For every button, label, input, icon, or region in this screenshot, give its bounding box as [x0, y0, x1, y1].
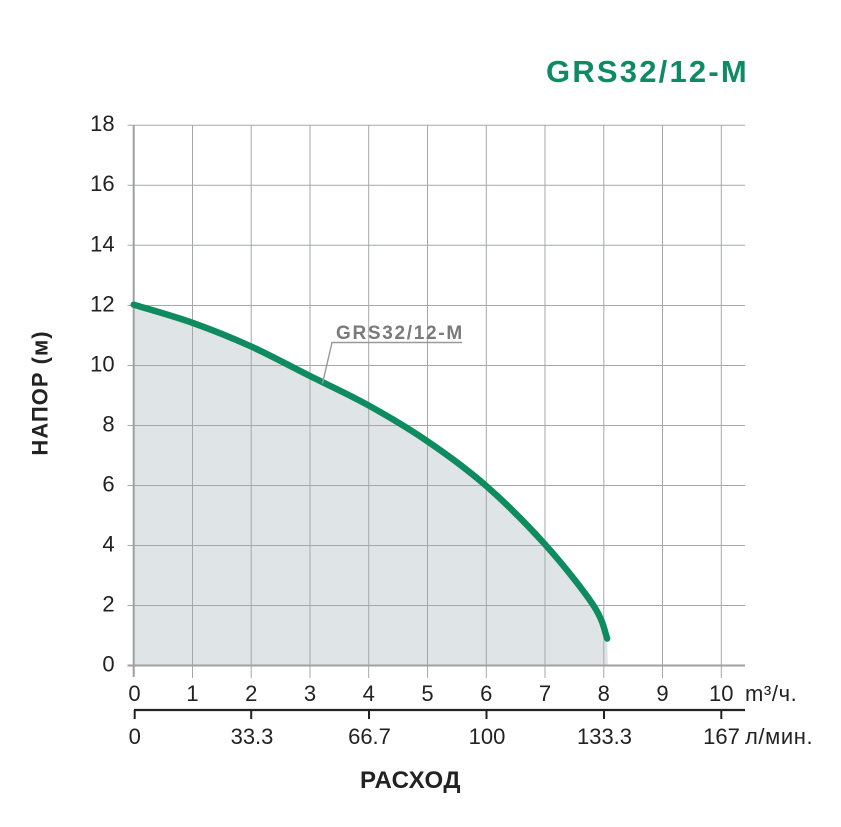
svg-text:GRS32/12-M: GRS32/12-M [336, 323, 464, 344]
svg-text:133.3: 133.3 [577, 724, 632, 749]
svg-text:2: 2 [245, 681, 257, 706]
svg-text:18: 18 [90, 111, 114, 136]
svg-text:66.7: 66.7 [348, 724, 391, 749]
svg-text:33.3: 33.3 [231, 724, 274, 749]
svg-text:0: 0 [129, 724, 141, 749]
svg-text:РАСХОД: РАСХОД [360, 767, 461, 794]
svg-text:m³/ч.: m³/ч. [745, 681, 797, 706]
svg-text:5: 5 [421, 681, 433, 706]
svg-text:10: 10 [709, 681, 733, 706]
svg-text:1: 1 [186, 681, 198, 706]
svg-text:7: 7 [539, 681, 551, 706]
svg-text:2: 2 [102, 592, 114, 617]
svg-text:4: 4 [102, 532, 114, 557]
svg-text:8: 8 [598, 681, 610, 706]
svg-text:6: 6 [102, 472, 114, 497]
svg-text:10: 10 [90, 352, 114, 377]
svg-text:НАПОР (м): НАПОР (м) [28, 330, 53, 455]
svg-text:6: 6 [480, 681, 492, 706]
svg-text:л/мин.: л/мин. [745, 724, 813, 749]
svg-text:9: 9 [656, 681, 668, 706]
svg-text:14: 14 [90, 231, 114, 256]
svg-text:167: 167 [703, 724, 740, 749]
svg-text:0: 0 [128, 681, 140, 706]
svg-text:GRS32/12-M: GRS32/12-M [546, 54, 749, 89]
svg-text:16: 16 [90, 171, 114, 196]
svg-text:8: 8 [102, 412, 114, 437]
svg-text:4: 4 [363, 681, 375, 706]
svg-text:12: 12 [90, 292, 114, 317]
svg-text:3: 3 [304, 681, 316, 706]
svg-text:0: 0 [102, 652, 114, 677]
svg-text:100: 100 [469, 724, 506, 749]
